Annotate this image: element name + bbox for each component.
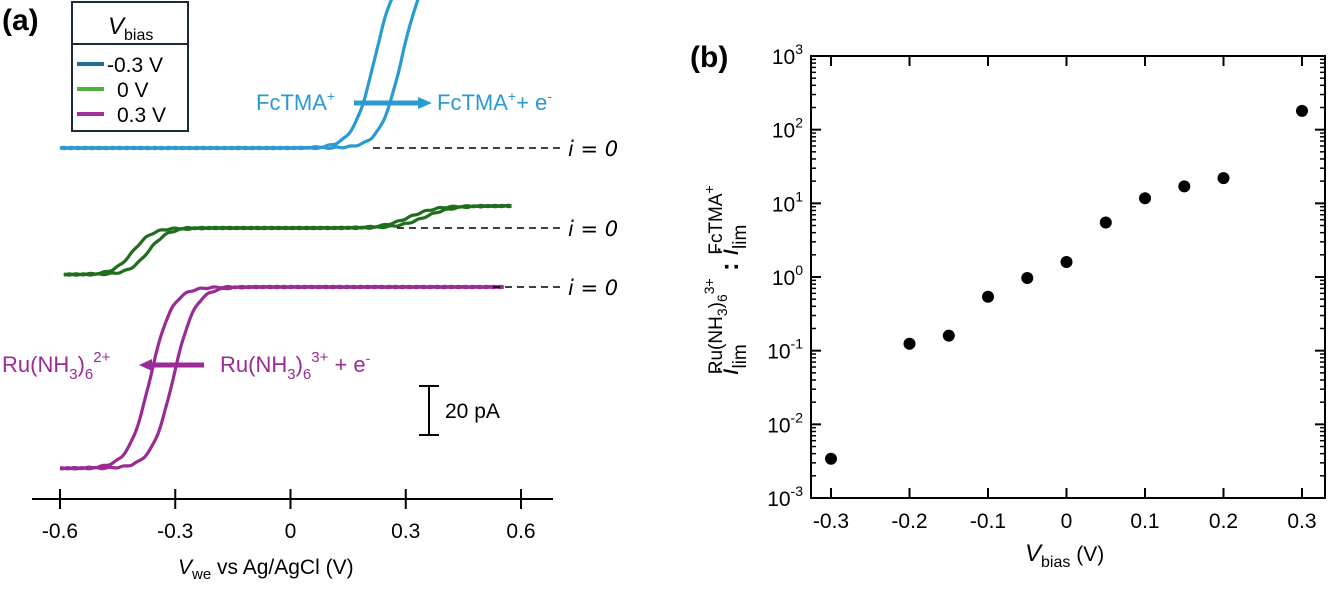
fctma-reactant-label: FcTMA+ <box>256 88 335 115</box>
voltammogram-curves <box>59 0 512 471</box>
fctma-product-label: FcTMA++ e- <box>437 88 552 115</box>
x-tick-label: -0.6 <box>42 520 78 543</box>
y-tick-label: 103 <box>772 41 803 69</box>
data-point <box>982 290 994 303</box>
x-tick-label: 0 <box>1061 510 1073 533</box>
zero-label-fctma: i = 0 <box>568 137 618 161</box>
x-tick-label: -0.3 <box>157 520 193 543</box>
reduction-arrow-head <box>139 359 152 371</box>
y-tick-label: 102 <box>772 115 803 143</box>
x-axis-title-a: Vwe vs Ag/AgCl (V) <box>178 556 354 583</box>
zero-current-lines: i = 0 i = 0 i = 0 <box>373 137 618 300</box>
y-tick-label: 100 <box>772 262 803 290</box>
x-tick-label: 0.6 <box>506 520 535 543</box>
zero-label-0v: i = 0 <box>568 217 618 241</box>
panel-b-label: (b) <box>690 41 728 74</box>
data-point <box>1139 192 1151 205</box>
scale-bar: 20 pA <box>419 385 500 436</box>
axes-b: -0.3 -0.2 -0.1 0 0.1 0.2 0.3 10-3 10-2 10-1 100 101… <box>767 41 1325 533</box>
legend-entry-03: 0.3 V <box>77 104 166 127</box>
y-axis-title-b: ilimRu(NH3)63+ : ilimFcTMA+ <box>701 185 751 375</box>
y-tick-label: 10-3 <box>767 483 803 511</box>
x-tick-label: 0.1 <box>1130 510 1159 533</box>
y-tick-label: 101 <box>772 188 803 216</box>
legend-title: Vbias <box>108 13 153 44</box>
x-tick-label: -0.1 <box>970 510 1006 533</box>
legend-entry-neg03: -0.3 V <box>77 54 163 77</box>
data-point <box>825 452 837 465</box>
data-point <box>1099 216 1112 229</box>
data-points <box>825 104 1308 465</box>
voltammogram-0V-forward <box>63 203 512 277</box>
y-tick-label: 10-1 <box>767 336 803 364</box>
fctma-annotation: FcTMA+ FcTMA++ e- <box>256 88 552 115</box>
voltammogram-0V-reverse <box>63 203 512 277</box>
data-point <box>1296 104 1308 117</box>
scale-bar-label: 20 pA <box>445 400 500 423</box>
legend-label: -0.3 V <box>107 54 163 77</box>
data-point <box>1178 180 1191 193</box>
legend-box <box>71 1 189 132</box>
legend: Vbias -0.3 V 0 V 0.3 V <box>71 1 189 132</box>
x-axis-a: -0.6 -0.3 0 0.3 0.6 <box>32 489 553 543</box>
data-point <box>1217 172 1230 185</box>
legend-entry-0: 0 V <box>77 79 149 102</box>
panel-a: (a) Vbias -0.3 V 0 V 0.3 V i = 0 <box>2 0 618 583</box>
x-tick-label: -0.2 <box>891 510 927 533</box>
voltammogram-03V-forward <box>59 284 505 471</box>
y-tick-label: 10-2 <box>767 409 803 437</box>
panel-a-label: (a) <box>2 4 39 37</box>
x-tick-label: -0.3 <box>813 510 849 533</box>
x-tick-label: 0.3 <box>1287 510 1316 533</box>
voltammogram--03V-reverse <box>59 0 420 151</box>
x-tick-label: 0.2 <box>1209 510 1238 533</box>
svg-text:ilimRu(NH3)63+ : ilimFcTMA+: ilimRu(NH3)63+ : ilimFcTMA+ <box>701 185 751 375</box>
x-tick-label: 0 <box>285 520 297 543</box>
ru-annotation: Ru(NH3)62+ Ru(NH3)63+ + e- <box>2 349 371 383</box>
x-tick-label: 0.3 <box>391 520 420 543</box>
data-point <box>903 337 916 350</box>
data-point <box>942 329 955 342</box>
data-point <box>1060 256 1073 268</box>
oxidation-arrow-head <box>418 97 432 109</box>
zero-label-ru: i = 0 <box>568 276 618 300</box>
plot-frame <box>810 55 1326 499</box>
legend-label: 0.3 V <box>117 104 166 127</box>
voltammogram-03V-reverse <box>60 284 505 471</box>
data-point <box>1021 272 1034 284</box>
ru-reactant-label: Ru(NH3)63+ + e- <box>220 349 371 383</box>
x-axis-title-b: Vbias (V) <box>1025 540 1104 571</box>
ru-product-label: Ru(NH3)62+ <box>2 349 111 383</box>
panel-b: (b) -0.3 -0.2 -0.1 0 0.1 0.2 0.3 10-3 10-2 10-1 10… <box>690 41 1326 571</box>
legend-label: 0 V <box>117 79 149 102</box>
